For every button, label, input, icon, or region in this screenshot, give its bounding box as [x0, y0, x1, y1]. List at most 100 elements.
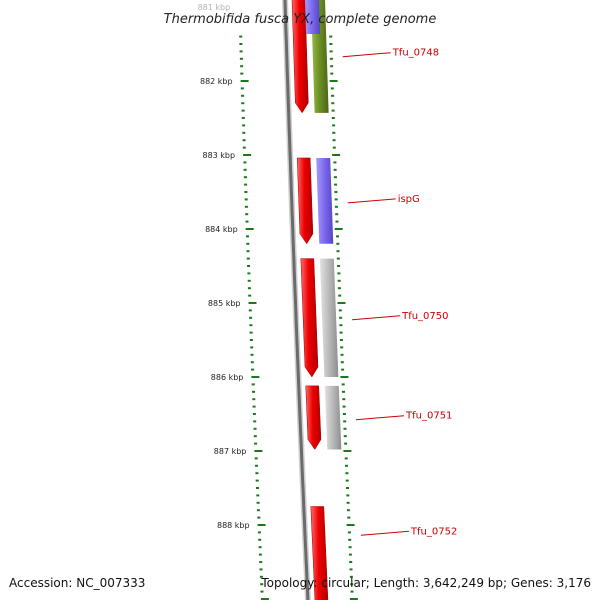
axis-tick-mark: [240, 80, 249, 82]
axis-tick-mark: [333, 176, 337, 179]
axis-tick-mark: [337, 302, 346, 304]
axis-tick-mark: [251, 368, 255, 371]
axis-tick-mark: [256, 487, 259, 489]
axis-tick-mark: [249, 316, 253, 319]
axis-tick-mark: [250, 361, 254, 364]
axis-tick-mark: [332, 139, 336, 142]
axis-tick-mark: [340, 376, 349, 378]
axis-tick-mark: [337, 287, 341, 290]
axis-tick-mark: [254, 442, 258, 445]
gene-tracks: [291, 0, 342, 600]
axis-tick-mark: [340, 353, 344, 356]
axis-tick-mark: [330, 65, 334, 68]
axis-tick-mark: [337, 272, 341, 275]
axis-tick-mark: [254, 457, 258, 460]
axis-tick-mark: [242, 146, 246, 149]
axis-tick-mark: [334, 228, 343, 230]
axis-tick-mark: [260, 583, 264, 586]
axis-tick-mark: [244, 183, 248, 186]
cds-feature[interactable]: [300, 258, 319, 378]
axis-tick-mark: [335, 220, 339, 223]
axis-tick-mark: [334, 205, 338, 208]
axis-tick-mark: [260, 598, 269, 600]
axis-tick-mark: [329, 35, 333, 38]
gene-feature[interactable]: [316, 157, 334, 244]
axis-tick-mark: [242, 124, 246, 127]
axis-tick-mark: [240, 72, 244, 75]
axis-tick-mark: [247, 265, 251, 267]
gene-label[interactable]: Tfu_0752: [410, 526, 457, 537]
axis-tick-mark: [342, 405, 346, 408]
axis-tick-mark: [250, 346, 254, 349]
axis-tick-mark: [349, 575, 353, 578]
gene-label[interactable]: Tfu_0751: [405, 411, 452, 422]
axis-tick-mark: [257, 531, 261, 534]
axis-tick-mark: [241, 102, 245, 105]
axis-tick-mark: [255, 479, 259, 482]
axis-tick-mark: [331, 94, 335, 97]
axis-tick-mark: [258, 546, 262, 549]
axis-tick-mark: [246, 257, 250, 260]
axis-tick-mark: [339, 339, 343, 341]
axis-tick-mark: [340, 361, 344, 364]
axis-tick-mark: [347, 516, 351, 519]
axis-tick-mark: [331, 117, 335, 119]
axis-tick-mark: [248, 309, 252, 312]
genome-backbone: [282, 0, 311, 600]
gene-feature[interactable]: [324, 385, 342, 450]
axis-tick-mark: [242, 131, 246, 134]
axis-tick-mark: [251, 383, 255, 386]
axis-tick-mark: [346, 487, 349, 489]
gene-feature[interactable]: [319, 258, 339, 377]
axis-tick-mark: [329, 50, 333, 53]
axis-tick-mark: [332, 146, 336, 149]
axis-tick-mark: [250, 353, 254, 356]
gene-label[interactable]: Tfu_0748: [392, 48, 439, 59]
minor-tick-marks: [239, 35, 358, 600]
axis-tick-mark: [345, 479, 349, 482]
axis-tick-mark: [349, 561, 353, 563]
axis-tick-label: 887 kbp: [214, 447, 247, 456]
axis-tick-mark: [249, 331, 253, 334]
axis-tick-mark: [243, 176, 247, 179]
cds-feature[interactable]: [310, 506, 329, 600]
axis-tick-mark: [348, 546, 352, 549]
axis-tick-mark: [259, 568, 263, 571]
axis-tick-mark: [253, 420, 257, 423]
axis-tick-mark: [349, 568, 353, 571]
axis-tick-mark: [344, 442, 348, 445]
axis-tick-label: 881 kbp: [198, 3, 231, 12]
cds-feature[interactable]: [296, 157, 314, 245]
axis-tick-mark: [329, 57, 333, 60]
axis-tick-label: 883 kbp: [202, 151, 235, 160]
axis-tick-mark: [332, 131, 336, 134]
axis-tick-mark: [346, 494, 350, 497]
gene-labels: Tfu_0748 ispG Tfu_0750 Tfu_0751 Tfu_0752: [342, 48, 457, 537]
axis-tick-mark: [331, 102, 335, 105]
gene-feature[interactable]: [305, 0, 321, 34]
cds-feature[interactable]: [305, 385, 322, 450]
axis-tick-mark: [339, 324, 343, 327]
gene-label[interactable]: ispG: [398, 194, 420, 205]
axis-tick-mark: [349, 598, 358, 600]
axis-tick-mark: [248, 294, 252, 297]
gene-leader-line: [347, 198, 396, 204]
backbone-line: [283, 0, 310, 600]
axis-tick-mark: [347, 531, 351, 534]
cds-feature[interactable]: [291, 0, 309, 114]
gene-label[interactable]: Tfu_0750: [401, 311, 448, 322]
axis-tick-mark: [334, 183, 338, 186]
genome-summary: Topology: circular; Length: 3,642,249 bp…: [260, 576, 591, 590]
axis-tick-mark: [259, 575, 263, 578]
axis-tick-mark: [345, 464, 348, 467]
axis-tick-mark: [331, 109, 335, 112]
axis-tick-mark: [333, 168, 337, 171]
axis-tick-mark: [330, 87, 334, 90]
axis-tick-label: 885 kbp: [208, 299, 241, 308]
axis-tick-mark: [343, 435, 347, 438]
axis-tick-mark: [336, 257, 340, 260]
axis-tick-label: 884 kbp: [205, 225, 238, 234]
axis-tick-mark: [239, 50, 243, 53]
gene-leader-line: [360, 530, 409, 536]
